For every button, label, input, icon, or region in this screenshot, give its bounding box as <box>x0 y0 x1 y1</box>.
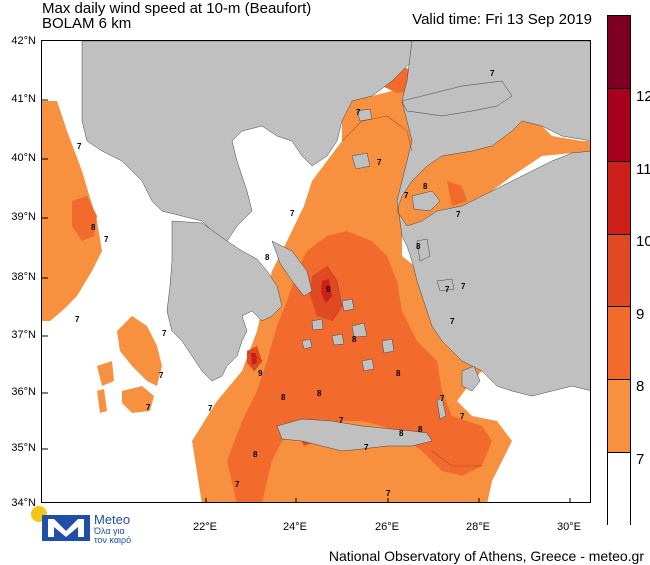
colorbar-cell-below-7 <box>608 453 630 526</box>
contour-label: 7 <box>77 142 82 151</box>
lat-label-35: 35°N <box>11 442 36 454</box>
lat-label-37: 37°N <box>11 329 36 341</box>
contour-label: 7 <box>450 317 455 326</box>
contour-label: 7 <box>356 108 361 117</box>
contour-label: 8 <box>416 242 421 251</box>
colorbar-label-7: 7 <box>636 451 645 468</box>
contour-label: 7 <box>159 371 164 380</box>
contour-label: 8 <box>396 369 401 378</box>
contour-label: 7 <box>386 489 391 498</box>
logo-wordmark: Meteo <box>94 512 131 527</box>
contour-label: 8 <box>423 182 428 191</box>
lat-label-42: 42°N <box>11 35 36 47</box>
contour-label: 7 <box>208 404 213 413</box>
credit-line: National Observatory of Athens, Greece -… <box>328 548 644 564</box>
colorbar-label-10: 10 <box>636 233 650 250</box>
contour-label: 7 <box>460 412 465 421</box>
wind-map-svg: 7 7 7 7 7 7 7 7 7 7 7 7 7 7 8 8 8 8 8 8 8 8 9 9 8 7 7 7 7 7 8 7 7 8 7 <box>42 41 590 502</box>
lon-label-22: 22°E <box>193 521 217 533</box>
contour-label: 7 <box>440 394 445 403</box>
contour-label: 7 <box>235 480 240 489</box>
contour-label: 8 <box>399 429 404 438</box>
map-title: Max daily wind speed at 10-m (Beaufort) <box>42 0 312 17</box>
lon-label-24: 24°E <box>283 521 307 533</box>
contour-label-group: 7 7 7 7 7 7 7 7 7 7 7 7 7 7 8 8 8 8 8 8 8 8 9 9 8 7 7 7 7 7 8 7 7 8 7 <box>75 69 495 498</box>
lat-label-36: 36°N <box>11 386 36 398</box>
contour-label: 7 <box>461 282 466 291</box>
contour-lines <box>246 115 482 467</box>
contour-label: 7 <box>404 191 409 200</box>
meteo-logo[interactable] <box>30 505 140 545</box>
contour-label: 8 <box>91 223 96 232</box>
contour-label: 7 <box>75 315 80 324</box>
contour-label: 7 <box>445 285 450 294</box>
contour-label: 8 <box>317 389 322 398</box>
contour-label: 8 <box>352 335 357 344</box>
lon-label-28: 28°E <box>466 521 490 533</box>
colorbar-label-8: 8 <box>636 378 645 395</box>
contour-label: 8 <box>418 425 423 434</box>
valid-time: Valid time: Fri 13 Sep 2019 <box>412 11 592 28</box>
beaufort-10-field <box>251 279 332 365</box>
lat-label-34: 34°N <box>11 497 36 509</box>
lat-label-41: 41°N <box>11 93 36 105</box>
model-subtitle: BOLAM 6 km <box>42 15 132 32</box>
colorbar-label-12: 12 <box>636 88 650 105</box>
colorbar-cell-12 <box>608 16 630 89</box>
contour-label: 8 <box>253 450 258 459</box>
lon-label-30: 30°E <box>557 521 581 533</box>
contour-label: 7 <box>339 416 344 425</box>
colorbar-cell-8 <box>608 307 630 381</box>
contour-label: 7 <box>456 210 461 219</box>
lat-label-40: 40°N <box>11 152 36 164</box>
contour-label: 7 <box>290 209 295 218</box>
logo-tagline: Όλα για τον καιρό <box>94 526 132 545</box>
lat-label-38: 38°N <box>11 271 36 283</box>
land-masses <box>81 41 590 452</box>
contour-label: 8 <box>265 253 270 262</box>
colorbar-cell-9 <box>608 234 630 308</box>
contour-label: 7 <box>377 158 382 167</box>
contour-label: 7 <box>162 329 167 338</box>
colorbar-cell-7 <box>608 380 630 454</box>
colorbar-label-11: 11 <box>636 161 650 178</box>
colorbar-cell-10 <box>608 161 630 235</box>
contour-label: 9 <box>326 285 331 294</box>
contour-label: 8 <box>281 393 286 402</box>
contour-label: 7 <box>490 69 495 78</box>
map-area[interactable]: 7 7 7 7 7 7 7 7 7 7 7 7 7 7 8 8 8 8 8 8 8 8 9 9 8 7 7 7 7 7 8 7 7 8 7 <box>41 40 591 503</box>
lon-label-26: 26°E <box>375 521 399 533</box>
contour-label: 9 <box>258 369 263 378</box>
colorbar <box>607 15 631 526</box>
colorbar-cell-11 <box>608 88 630 162</box>
contour-label: 7 <box>146 403 151 412</box>
axis-ticks <box>42 99 571 502</box>
contour-label: 7 <box>364 443 369 452</box>
lat-label-39: 39°N <box>11 211 36 223</box>
colorbar-label-9: 9 <box>636 306 645 323</box>
contour-label: 7 <box>104 235 109 244</box>
